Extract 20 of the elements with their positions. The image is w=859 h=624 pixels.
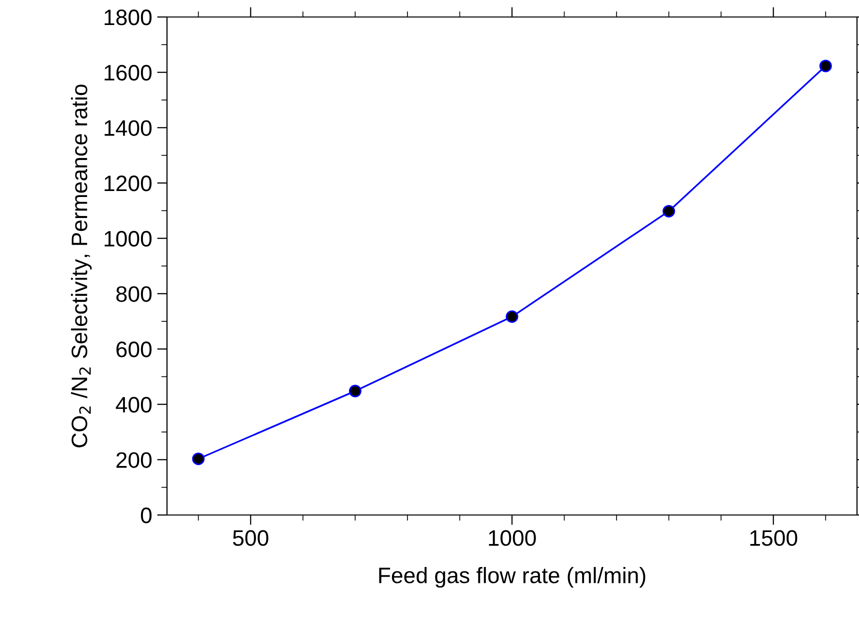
y-tick-label: 400	[116, 396, 152, 413]
y-tick-label: 1200	[104, 176, 152, 192]
point	[506, 310, 518, 323]
x-tick-label: 500	[232, 530, 268, 546]
y-tick-label: 1800	[104, 10, 152, 26]
y-tick-label: 1000	[104, 230, 152, 247]
x-axis-title: Feed gas flow rate (ml/min)	[379, 566, 646, 588]
y-tick-label: 1400	[104, 120, 152, 136]
y-axis-title: CO$_{2}$ /N$_{2}$ Selectivity, Permeance ratio	[70, 84, 92, 448]
point	[819, 60, 832, 72]
y-tick-label: 1600	[104, 64, 152, 81]
x-tick-label: 1000	[488, 530, 536, 546]
point	[192, 452, 205, 466]
y-tick-label: 200	[116, 452, 152, 468]
y-tick-label: 800	[116, 286, 152, 302]
y-tick-label: 600	[116, 342, 152, 358]
y-tick-label: 0	[140, 508, 152, 524]
point	[662, 204, 676, 218]
point	[348, 384, 362, 398]
x-tick-label: 1500	[750, 530, 798, 546]
